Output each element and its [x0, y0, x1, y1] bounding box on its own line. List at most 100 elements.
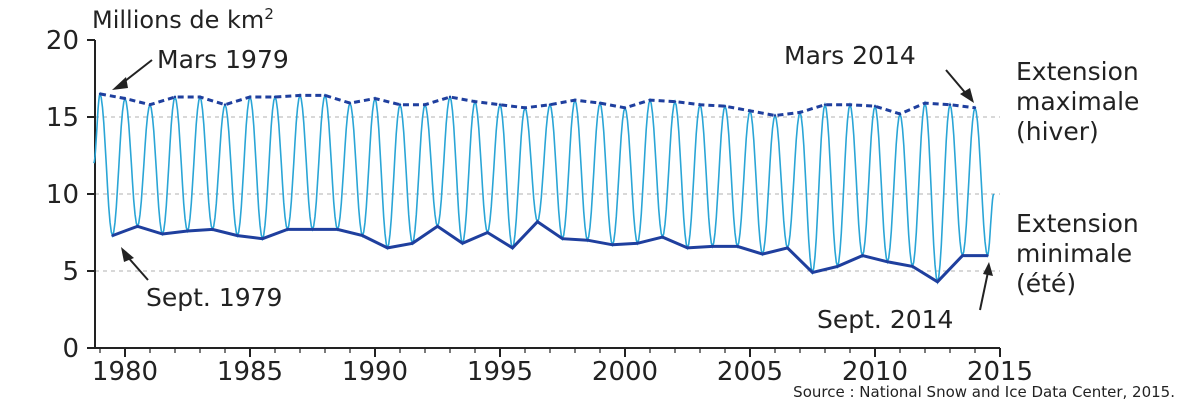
x-tick-label-2010: 2010 — [842, 357, 908, 387]
min-point-1983 — [211, 228, 214, 231]
source-note: Source : National Snow and Ice Data Cent… — [793, 383, 1175, 401]
min-point-1987 — [311, 228, 314, 231]
min-point-1999 — [611, 243, 614, 247]
max-extent-line — [99, 92, 976, 118]
max-point-2010 — [873, 105, 877, 108]
max-point-1993 — [448, 95, 452, 99]
max-point-1979 — [98, 92, 102, 96]
max-point-1981 — [148, 103, 152, 106]
x-tick-label-1980: 1980 — [92, 357, 158, 387]
arrowhead-sept-1979 — [121, 247, 134, 262]
label-extension-maximale: Extension maximale (hiver) — [1016, 57, 1147, 146]
annotation-mars-1979: Mars 1979 — [157, 45, 289, 74]
max-point-1989 — [348, 101, 352, 105]
max-point-1997 — [548, 103, 552, 106]
x-tick-labels: 1980 1985 1990 1995 2000 2005 2010 2015 — [92, 357, 1033, 387]
min-point-1992 — [436, 225, 439, 228]
max-point-1992 — [423, 103, 427, 106]
min-point-1990 — [386, 246, 389, 250]
arrow-sept-2014 — [979, 271, 989, 311]
max-point-1986 — [273, 95, 277, 99]
series-group — [93, 91, 995, 285]
max-point-1982 — [173, 95, 177, 99]
y-axis-unit-label: Millions de km2 — [92, 5, 274, 34]
min-point-2013 — [961, 254, 964, 257]
y-tick-label-10: 10 — [46, 180, 79, 210]
max-point-1988 — [323, 94, 327, 97]
min-point-2011 — [911, 265, 914, 268]
y-tick-labels: 0 5 10 15 20 — [46, 26, 79, 364]
max-point-2002 — [673, 100, 677, 103]
max-point-1994 — [473, 100, 477, 103]
arrowhead-mars-1979 — [112, 77, 128, 90]
min-point-2014 — [986, 254, 989, 257]
min-point-1982 — [186, 229, 189, 233]
min-point-2008 — [836, 265, 839, 268]
annotation-arrowheads — [112, 77, 993, 276]
max-point-1996 — [523, 106, 527, 109]
min-point-1989 — [361, 234, 364, 237]
min-point-2009 — [861, 254, 864, 257]
max-point-1980 — [123, 97, 127, 100]
label-extension-minimale: Extension minimale (été) — [1016, 209, 1147, 298]
min-point-2000 — [636, 242, 639, 245]
y-tick-label-20: 20 — [46, 26, 79, 56]
min-point-2012 — [936, 280, 939, 283]
min-point-2003 — [711, 245, 714, 248]
max-point-1991 — [398, 103, 402, 106]
min-extent-line — [111, 219, 988, 284]
min-point-1985 — [261, 237, 264, 240]
min-point-1996 — [536, 220, 539, 223]
max-point-1995 — [498, 103, 502, 106]
monthly-extent-line — [93, 91, 995, 285]
annotation-mars-2014: Mars 2014 — [784, 41, 916, 70]
min-point-2007 — [811, 271, 814, 274]
max-point-1998 — [573, 98, 577, 102]
min-point-2006 — [786, 246, 789, 250]
max-point-1985 — [248, 95, 252, 99]
max-point-1987 — [298, 94, 302, 97]
y-axis-unit-superscript: 2 — [264, 5, 274, 23]
max-point-2000 — [623, 106, 627, 109]
max-point-2012 — [923, 101, 927, 105]
min-point-1997 — [561, 237, 564, 240]
min-point-2004 — [736, 245, 739, 248]
y-tick-label-15: 15 — [46, 103, 79, 133]
x-tick-label-1985: 1985 — [217, 357, 283, 387]
max-point-2003 — [698, 103, 702, 106]
y-tick-label-5: 5 — [62, 257, 79, 287]
min-point-1991 — [411, 242, 414, 245]
min-point-2010 — [886, 260, 889, 263]
x-tick-label-1995: 1995 — [467, 357, 533, 387]
y-axis-unit-text: Millions de km — [92, 6, 264, 34]
max-point-2007 — [798, 111, 802, 114]
min-point-2002 — [686, 246, 689, 250]
max-point-2013 — [948, 103, 952, 106]
min-point-2001 — [661, 235, 664, 239]
min-point-1994 — [486, 231, 489, 234]
grid-lines — [95, 116, 1000, 272]
min-point-1979 — [111, 234, 114, 237]
max-point-1984 — [223, 103, 227, 106]
min-point-2005 — [761, 252, 764, 256]
min-point-1995 — [511, 246, 514, 250]
arrowhead-sept-2014 — [983, 262, 993, 276]
min-point-1980 — [136, 225, 139, 228]
x-tick-label-2005: 2005 — [717, 357, 783, 387]
min-point-1998 — [586, 239, 589, 242]
x-tick-label-2000: 2000 — [592, 357, 658, 387]
min-point-1993 — [461, 242, 464, 245]
y-tick-label-0: 0 — [62, 334, 79, 364]
max-point-2008 — [823, 103, 827, 106]
max-point-2014 — [973, 106, 977, 109]
max-point-2004 — [723, 105, 727, 108]
max-point-2011 — [898, 112, 902, 116]
max-point-2005 — [748, 109, 752, 113]
max-point-1983 — [198, 95, 202, 99]
max-point-2009 — [848, 103, 852, 106]
max-point-2001 — [648, 98, 652, 102]
annotation-sept-2014: Sept. 2014 — [817, 305, 953, 334]
min-point-1988 — [336, 228, 339, 231]
annotation-sept-1979: Sept. 1979 — [146, 283, 282, 312]
